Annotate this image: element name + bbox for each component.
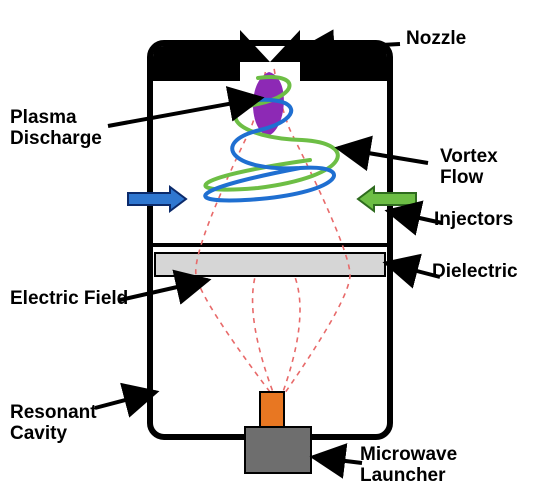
- label-nozzle: Nozzle: [406, 29, 466, 50]
- arrow-efield: [120, 280, 208, 300]
- arrow-microwave: [313, 457, 362, 463]
- microwave-launcher: [245, 427, 311, 473]
- cavity-top-left: [153, 43, 240, 81]
- label-vortex: Vortex Flow: [440, 147, 498, 189]
- label-resonant: Resonant Cavity: [10, 403, 97, 445]
- label-dielectric: Dielectric: [432, 262, 518, 283]
- label-efield: Electric Field: [10, 289, 128, 310]
- arrow-vortex: [338, 148, 428, 163]
- label-microwave: Microwave Launcher: [360, 445, 457, 487]
- dielectric-slab: [155, 253, 385, 276]
- arrow-resonant: [95, 392, 156, 408]
- electric-field-line: [280, 277, 300, 400]
- label-injectors: Injectors: [434, 210, 513, 231]
- injector-left: [128, 187, 186, 211]
- electric-field-line: [253, 277, 276, 400]
- label-plasma: Plasma Discharge: [10, 108, 102, 150]
